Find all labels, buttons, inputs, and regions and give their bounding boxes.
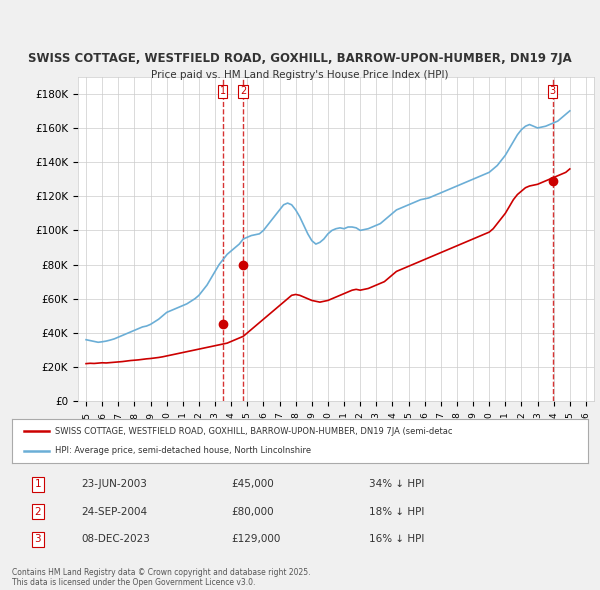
Text: £129,000: £129,000 [231, 534, 280, 544]
Text: 34% ↓ HPI: 34% ↓ HPI [369, 480, 424, 490]
Text: 08-DEC-2023: 08-DEC-2023 [81, 534, 150, 544]
Text: £45,000: £45,000 [231, 480, 274, 490]
Text: SWISS COTTAGE, WESTFIELD ROAD, GOXHILL, BARROW-UPON-HUMBER, DN19 7JA (semi-detac: SWISS COTTAGE, WESTFIELD ROAD, GOXHILL, … [55, 427, 453, 436]
Text: 16% ↓ HPI: 16% ↓ HPI [369, 534, 424, 544]
Text: 24-SEP-2004: 24-SEP-2004 [81, 507, 147, 517]
Text: 2: 2 [35, 507, 41, 517]
Text: 1: 1 [220, 86, 226, 96]
Text: HPI: Average price, semi-detached house, North Lincolnshire: HPI: Average price, semi-detached house,… [55, 446, 311, 455]
Text: 18% ↓ HPI: 18% ↓ HPI [369, 507, 424, 517]
Text: £80,000: £80,000 [231, 507, 274, 517]
Text: 3: 3 [35, 534, 41, 544]
Text: 3: 3 [550, 86, 556, 96]
Text: Price paid vs. HM Land Registry's House Price Index (HPI): Price paid vs. HM Land Registry's House … [151, 70, 449, 80]
Text: Contains HM Land Registry data © Crown copyright and database right 2025.
This d: Contains HM Land Registry data © Crown c… [12, 568, 311, 587]
Text: 23-JUN-2003: 23-JUN-2003 [81, 480, 147, 490]
Text: 2: 2 [240, 86, 246, 96]
Text: 1: 1 [35, 480, 41, 490]
Text: SWISS COTTAGE, WESTFIELD ROAD, GOXHILL, BARROW-UPON-HUMBER, DN19 7JA: SWISS COTTAGE, WESTFIELD ROAD, GOXHILL, … [28, 52, 572, 65]
